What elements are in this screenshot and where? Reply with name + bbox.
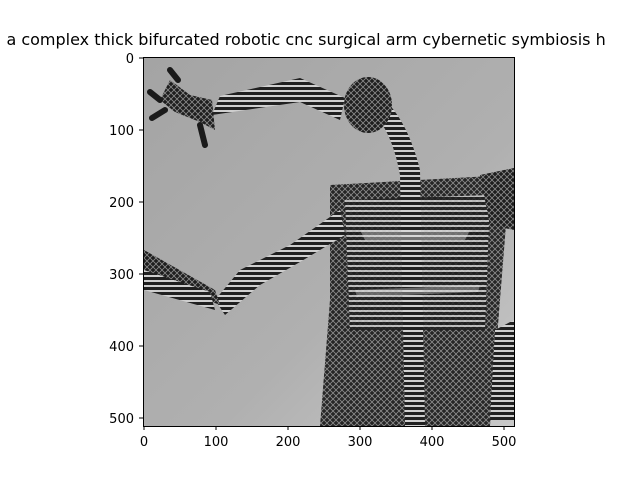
y-tick-label: 0 [126, 52, 134, 67]
robot-image [144, 58, 514, 426]
x-axis: 0 100 200 300 400 500 [140, 426, 517, 450]
axes-frame [143, 57, 515, 427]
y-axis: 0 100 200 300 400 500 [109, 52, 143, 427]
y-tick-label: 100 [109, 124, 134, 139]
x-tick-label: 300 [348, 435, 373, 450]
y-tick-label: 500 [109, 412, 134, 427]
x-tick-label: 500 [492, 435, 517, 450]
y-tick-label: 200 [109, 196, 134, 211]
x-tick-label: 0 [140, 435, 148, 450]
y-tick-label: 400 [109, 340, 134, 355]
figure-title-wrap: t, a complex thick bifurcated robotic cn… [0, 30, 640, 54]
figure-title: t, a complex thick bifurcated robotic cn… [0, 30, 606, 49]
x-tick-label: 200 [276, 435, 301, 450]
x-tick-label: 400 [420, 435, 445, 450]
x-tick-label: 100 [204, 435, 229, 450]
y-tick-label: 300 [109, 268, 134, 283]
